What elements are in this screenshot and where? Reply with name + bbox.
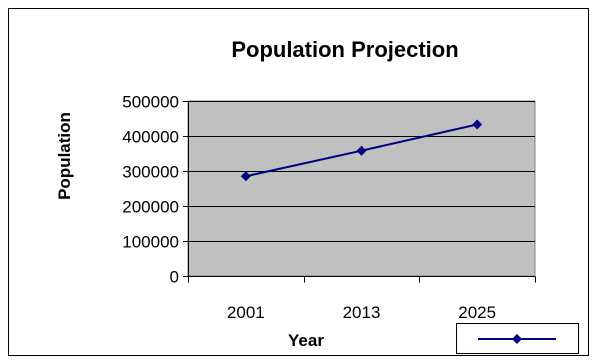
y-tick-label: 0	[170, 268, 179, 287]
y-tick-label: 200000	[122, 198, 179, 217]
y-axis-title: Population	[55, 112, 74, 200]
chart-title: Population Projection	[231, 37, 458, 62]
y-tick-label: 500000	[122, 93, 179, 112]
x-axis-title: Year	[288, 331, 324, 350]
x-tick-label: 2013	[343, 303, 381, 322]
legend	[457, 324, 579, 354]
y-tick-label: 100000	[122, 233, 179, 252]
y-tick-label: 300000	[122, 163, 179, 182]
plot-area	[188, 101, 535, 276]
x-tick-label: 2025	[458, 303, 496, 322]
x-tick-label: 2001	[227, 303, 265, 322]
y-tick-label: 400000	[122, 128, 179, 147]
